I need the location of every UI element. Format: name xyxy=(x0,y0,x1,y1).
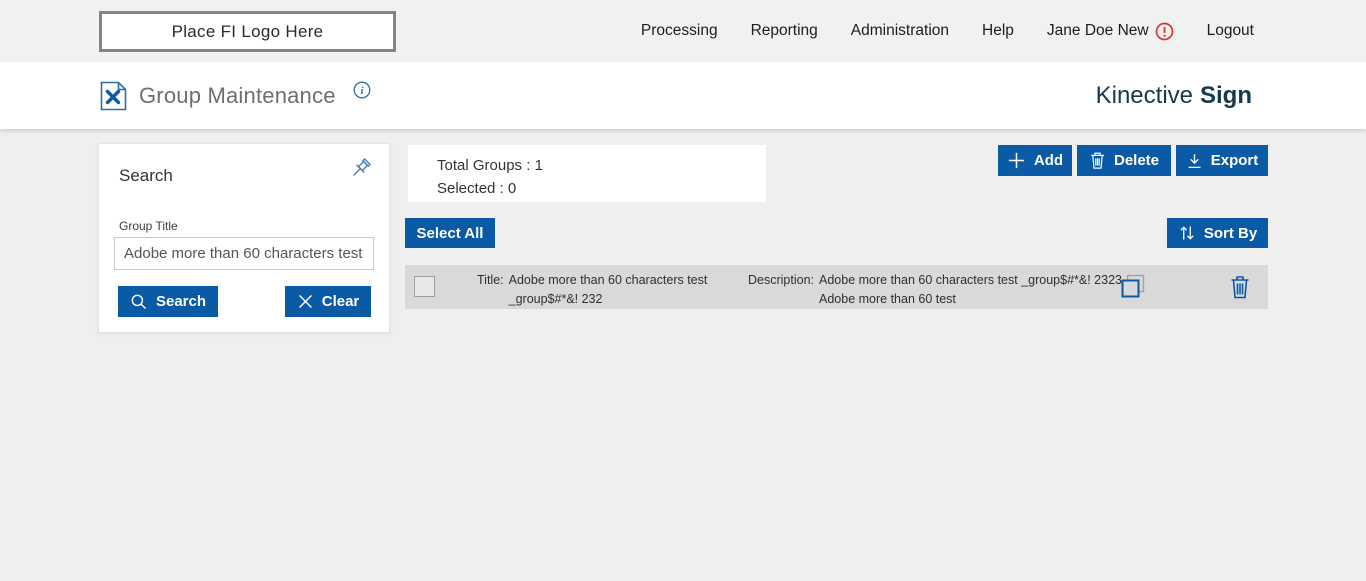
fi-logo-placeholder: Place FI Logo Here xyxy=(99,11,396,52)
search-button[interactable]: Search xyxy=(118,286,218,317)
page-title: Group Maintenance xyxy=(139,82,336,108)
selected-value: 0 xyxy=(507,180,517,197)
export-button[interactable]: Export xyxy=(1176,145,1268,176)
sort-by-label: Sort By xyxy=(1203,224,1258,242)
brand-logo: Kinective Sign xyxy=(1096,62,1252,129)
alert-icon xyxy=(1155,22,1174,41)
nav-user-label: Jane Doe New xyxy=(1046,22,1149,39)
search-panel-title: Search xyxy=(119,166,173,185)
svg-text:i: i xyxy=(360,85,364,97)
main-nav: Processing Reporting Administration Help… xyxy=(641,0,1254,62)
row-checkbox[interactable] xyxy=(414,276,435,297)
row-description-line1: Adobe more than 60 characters test _grou… xyxy=(819,273,1122,287)
row-description-cell: Description: Adobe more than 60 characte… xyxy=(748,271,1122,309)
delete-button-label: Delete xyxy=(1113,152,1160,169)
fi-logo-text: Place FI Logo Here xyxy=(171,21,324,41)
brand-product: Sign xyxy=(1200,81,1252,109)
selected-label: Selected : xyxy=(437,180,504,197)
add-button-label: Add xyxy=(1033,152,1064,169)
total-groups-value: 1 xyxy=(534,157,543,174)
copy-icon[interactable] xyxy=(1118,272,1148,302)
selected-line: Selected : 0 xyxy=(437,177,766,200)
group-maintenance-icon xyxy=(100,81,127,111)
nav-administration[interactable]: Administration xyxy=(850,22,950,39)
sort-by-button[interactable]: Sort By xyxy=(1167,218,1268,248)
row-description-label: Description: xyxy=(748,273,814,287)
nav-user[interactable]: Jane Doe New xyxy=(1047,22,1174,41)
nav-logout[interactable]: Logout xyxy=(1206,22,1254,39)
group-row: Title: Adobe more than 60 characters tes… xyxy=(405,265,1268,309)
row-description-line2: Adobe more than 60 test xyxy=(819,292,956,306)
search-button-label: Search xyxy=(155,293,207,310)
total-groups-label: Total Groups : xyxy=(437,157,531,174)
row-title-line2: _group$#*&! 232 xyxy=(508,292,603,306)
row-delete-icon[interactable] xyxy=(1229,274,1251,300)
group-title-label: Group Title xyxy=(119,219,178,233)
nav-help[interactable]: Help xyxy=(982,22,1014,39)
nav-processing[interactable]: Processing xyxy=(640,22,718,39)
row-title-cell: Title: Adobe more than 60 characters tes… xyxy=(477,271,707,309)
search-panel: Search Group Title Search Clear xyxy=(98,143,390,333)
total-groups-line: Total Groups : 1 xyxy=(437,154,766,177)
select-all-button[interactable]: Select All xyxy=(405,218,495,248)
delete-button[interactable]: Delete xyxy=(1077,145,1171,176)
group-title-input[interactable] xyxy=(114,237,374,270)
row-title-line1: Adobe more than 60 characters test xyxy=(508,273,708,287)
nav-reporting[interactable]: Reporting xyxy=(750,22,818,39)
export-button-label: Export xyxy=(1210,152,1259,169)
info-icon[interactable]: i xyxy=(353,81,371,99)
summary-box: Total Groups : 1 Selected : 0 xyxy=(408,145,766,202)
row-title-label: Title: xyxy=(477,273,504,287)
page-header: Group Maintenance i Kinective Sign xyxy=(0,62,1366,129)
add-button[interactable]: Add xyxy=(998,145,1072,176)
clear-button-label: Clear xyxy=(321,293,360,310)
top-bar: Place FI Logo Here Processing Reporting … xyxy=(0,0,1366,62)
select-all-label: Select All xyxy=(416,224,484,242)
clear-button[interactable]: Clear xyxy=(285,286,371,317)
pin-icon[interactable] xyxy=(347,156,373,182)
brand-name: Kinective xyxy=(1095,81,1193,109)
